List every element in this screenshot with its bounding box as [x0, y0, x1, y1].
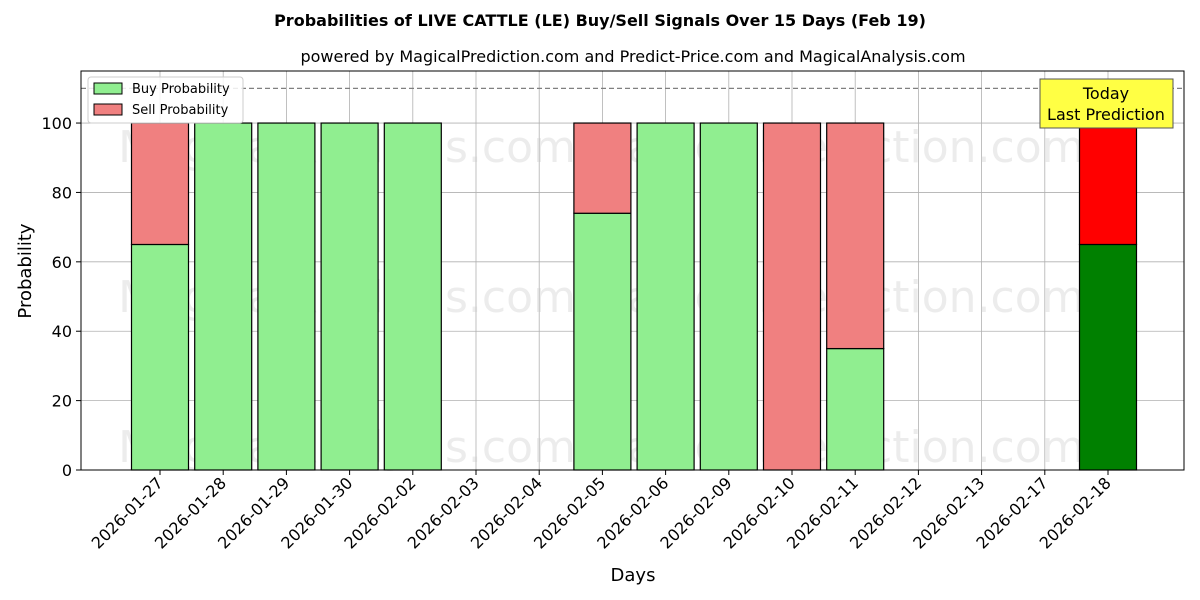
- legend-swatch: [93, 103, 123, 116]
- y-tick-label: 0: [62, 461, 72, 480]
- x-axis-label: Days: [611, 565, 656, 586]
- buy-bar: [636, 122, 695, 471]
- sell-bar: [1078, 122, 1138, 246]
- buy-bar: [383, 122, 442, 471]
- y-tick-label: 80: [52, 183, 72, 202]
- sell-bar: [826, 122, 885, 350]
- chart-subtitle: powered by MagicalPrediction.com and Pre…: [300, 47, 965, 66]
- today-label-line2: Last Prediction: [1047, 105, 1165, 124]
- buy-bar: [194, 122, 253, 471]
- y-tick-label: 60: [52, 253, 72, 272]
- sell-bar: [762, 122, 822, 471]
- y-tick-label: 20: [52, 392, 72, 411]
- today-label-line1: Today: [1082, 84, 1129, 103]
- buy-bar: [699, 122, 758, 471]
- buy-bar: [257, 122, 316, 471]
- sell-bar: [573, 122, 632, 214]
- y-tick-label: 100: [41, 114, 72, 133]
- bars: [130, 122, 1138, 471]
- y-axis-label: Probability: [15, 223, 36, 318]
- legend: Buy Probability Sell Probability: [87, 76, 244, 124]
- y-tick-label: 40: [52, 322, 72, 341]
- buy-bar: [1078, 243, 1138, 471]
- buy-bar: [573, 212, 632, 471]
- buy-bar: [130, 243, 190, 471]
- today-label: Today Last Prediction: [1039, 78, 1174, 129]
- chart-title: Probabilities of LIVE CATTLE (LE) Buy/Se…: [274, 11, 926, 30]
- legend-label: Sell Probability: [132, 103, 229, 118]
- plot-frame: [80, 70, 1185, 471]
- legend-swatch: [93, 82, 123, 95]
- today-label-box: [1039, 78, 1174, 129]
- buy-bar: [320, 122, 379, 471]
- buy-bar: [826, 347, 885, 471]
- sell-bar: [130, 122, 190, 246]
- legend-label: Buy Probability: [132, 82, 230, 97]
- legend-box: [87, 76, 244, 124]
